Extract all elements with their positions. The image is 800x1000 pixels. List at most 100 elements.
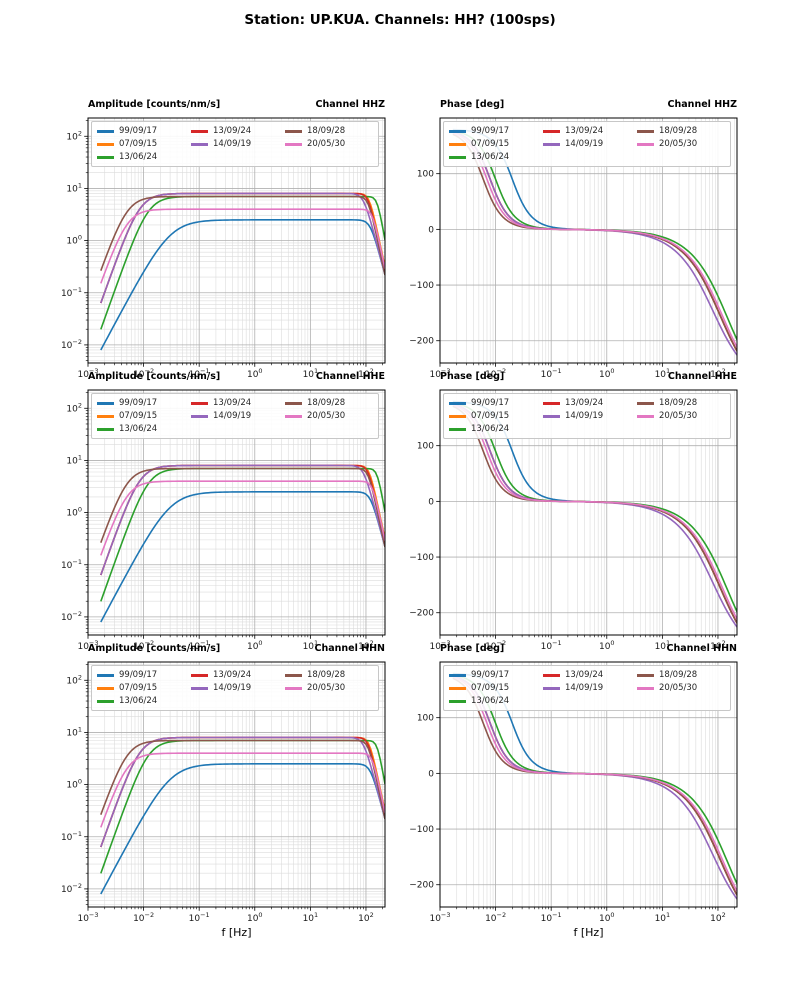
svg-text:102: 102 — [710, 639, 726, 652]
svg-text:100: 100 — [599, 639, 615, 652]
svg-text:10−3: 10−3 — [77, 639, 98, 652]
legend-entry: 07/09/15 — [97, 682, 185, 694]
legend-entry: 18/09/28 — [285, 125, 373, 137]
legend-line-swatch — [191, 686, 208, 690]
svg-text:102: 102 — [710, 911, 726, 924]
subplot-phase-hhe: Phase [deg] Channel HHE 10−3 10−2 10−1 100 1… — [388, 362, 749, 657]
svg-text:10−2: 10−2 — [61, 610, 82, 623]
legend-line-swatch — [449, 414, 466, 418]
svg-text:0: 0 — [428, 497, 434, 507]
legend-line-swatch — [97, 129, 114, 133]
legend-entry: 14/09/19 — [543, 682, 631, 694]
legend-line-swatch — [637, 686, 654, 690]
legend-line-swatch — [543, 673, 560, 677]
legend-line-swatch — [97, 699, 114, 703]
svg-text:10−3: 10−3 — [429, 639, 450, 652]
legend-entry: 07/09/15 — [97, 138, 185, 150]
legend-label: 99/09/17 — [119, 126, 158, 136]
svg-text:102: 102 — [66, 129, 82, 142]
svg-text:100: 100 — [66, 506, 82, 519]
svg-text:102: 102 — [358, 911, 374, 924]
legend-line-swatch — [543, 686, 560, 690]
legend-entry: 20/05/30 — [637, 138, 725, 150]
legend-line-swatch — [449, 129, 466, 133]
legend-line-swatch — [637, 129, 654, 133]
svg-text:0: 0 — [428, 769, 434, 779]
legend-label: 20/05/30 — [307, 683, 346, 693]
axes-title-channel: Channel HHE — [315, 371, 385, 382]
legend-line-swatch — [285, 142, 302, 146]
legend-entry: 99/09/17 — [97, 397, 185, 409]
svg-text:100: 100 — [247, 639, 263, 652]
legend-label: 99/09/17 — [119, 398, 158, 408]
legend-line-swatch — [97, 401, 114, 405]
legend-line-swatch — [449, 427, 466, 431]
legend-line-swatch — [97, 142, 114, 146]
legend-label: 13/09/24 — [213, 398, 252, 408]
legend-entry: 14/09/19 — [543, 410, 631, 422]
legend-label: 20/05/30 — [659, 411, 698, 421]
svg-text:100: 100 — [417, 714, 434, 724]
legend-label: 13/09/24 — [213, 670, 252, 680]
legend-label: 13/06/24 — [119, 696, 158, 706]
legend-line-swatch — [285, 414, 302, 418]
legend-entry: 18/09/28 — [285, 397, 373, 409]
legend-entry: 20/05/30 — [637, 410, 725, 422]
svg-text:10−1: 10−1 — [61, 558, 82, 571]
svg-text:102: 102 — [710, 367, 726, 380]
svg-text:10−2: 10−2 — [61, 338, 82, 351]
legend-line-swatch — [285, 686, 302, 690]
legend-line-swatch — [543, 414, 560, 418]
legend-label: 13/06/24 — [119, 424, 158, 434]
legend-line-swatch — [191, 129, 208, 133]
legend-line-swatch — [637, 414, 654, 418]
svg-text:10−3: 10−3 — [77, 367, 98, 380]
legend-label: 18/09/28 — [307, 670, 346, 680]
legend-label: 14/09/19 — [213, 683, 252, 693]
legend-box: 99/09/17 07/09/15 13/06/24 13/09/24 14/09/19… — [91, 665, 379, 711]
svg-text:102: 102 — [66, 673, 82, 686]
legend-label: 20/05/30 — [307, 139, 346, 149]
legend-entry: 20/05/30 — [285, 410, 373, 422]
axes-title-channel: Channel HHE — [667, 371, 737, 382]
figure-title: Station: UP.KUA. Channels: HH? (100sps) — [244, 12, 556, 28]
legend-box: 99/09/17 07/09/15 13/06/24 13/09/24 14/09/19… — [443, 121, 731, 167]
svg-text:100: 100 — [417, 170, 434, 180]
legend-entry: 13/06/24 — [97, 695, 185, 707]
legend-label: 14/09/19 — [213, 411, 252, 421]
legend-entry: 13/06/24 — [97, 151, 185, 163]
legend-line-swatch — [191, 142, 208, 146]
legend-line-swatch — [543, 129, 560, 133]
legend-line-swatch — [285, 129, 302, 133]
axes-header: Phase [deg] Channel HHE — [388, 362, 749, 382]
svg-text:10−1: 10−1 — [541, 639, 562, 652]
legend-entry: 14/09/19 — [543, 138, 631, 150]
subplot-amplitude-hhe: Amplitude [counts/nm/s] Channel HHE 10−3… — [36, 362, 397, 657]
axes-title-phase: Phase [deg] — [440, 371, 505, 382]
svg-text:10−1: 10−1 — [189, 639, 210, 652]
legend-line-swatch — [543, 142, 560, 146]
legend-line-swatch — [191, 673, 208, 677]
legend-entry: 99/09/17 — [449, 397, 537, 409]
legend-label: 20/05/30 — [307, 411, 346, 421]
svg-text:101: 101 — [66, 453, 82, 466]
svg-text:101: 101 — [655, 639, 671, 652]
axes-header: Phase [deg] Channel HHN — [388, 634, 749, 654]
legend-line-swatch — [449, 401, 466, 405]
svg-text:100: 100 — [66, 234, 82, 247]
legend-line-swatch — [191, 414, 208, 418]
legend-line-swatch — [449, 155, 466, 159]
legend-entry: 13/06/24 — [449, 695, 537, 707]
svg-text:102: 102 — [358, 639, 374, 652]
svg-text:101: 101 — [303, 911, 319, 924]
legend-entry: 13/06/24 — [449, 151, 537, 163]
legend-line-swatch — [637, 673, 654, 677]
axes-title-channel: Channel HHN — [666, 643, 737, 654]
svg-text:10−2: 10−2 — [133, 639, 154, 652]
legend-label: 18/09/28 — [307, 398, 346, 408]
legend-label: 18/09/28 — [659, 398, 698, 408]
legend-box: 99/09/17 07/09/15 13/06/24 13/09/24 14/09/19… — [443, 665, 731, 711]
legend-label: 14/09/19 — [213, 139, 252, 149]
legend-entry: 07/09/15 — [449, 682, 537, 694]
legend-line-swatch — [97, 686, 114, 690]
